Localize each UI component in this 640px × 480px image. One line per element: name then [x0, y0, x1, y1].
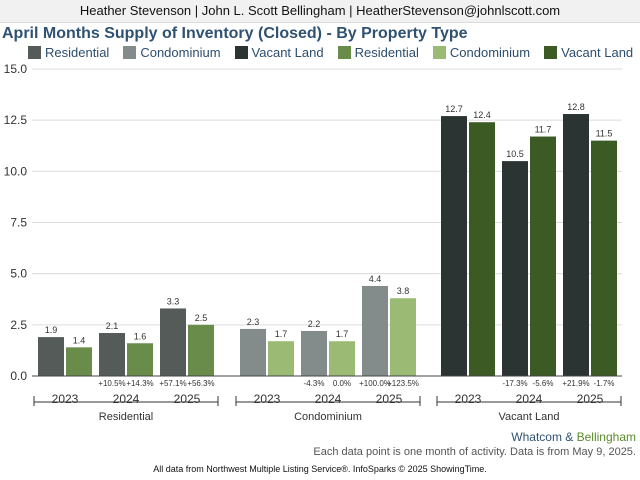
legend-label: Vacant Land [561, 45, 634, 60]
bar-value-label: 1.6 [134, 331, 147, 341]
y-tick-label: 0.0 [10, 369, 27, 383]
bar-value-label: 2.5 [195, 313, 208, 323]
data-source: All data from Northwest Multiple Listing… [153, 464, 487, 474]
year-label: 2025 [577, 392, 604, 406]
bar-residential-2024-b [127, 343, 153, 376]
group-label: Residential [99, 411, 153, 423]
bar-condominium-2024-a [301, 330, 327, 376]
bar-condominium-2025-a [362, 285, 388, 376]
change-label: -4.3% [304, 379, 325, 388]
legend-swatch [337, 46, 351, 59]
legend-swatch [123, 46, 137, 59]
bar-vacant-land-2025-b [591, 140, 617, 376]
legend-swatch [28, 46, 41, 59]
change-label: +21.9% [562, 379, 589, 388]
bar-value-label: 11.5 [596, 129, 613, 139]
bar-value-label: 1.7 [336, 329, 349, 339]
attribution-part1: Whatcom [511, 430, 562, 444]
change-label: +100.0% [359, 379, 391, 388]
bar-value-label: 1.4 [73, 335, 86, 345]
legend-label: Condominium [140, 45, 221, 60]
legend-item-condominium-light[interactable]: Condominium [432, 45, 531, 60]
y-tick-label: 15.0 [4, 62, 28, 76]
agent-contact-line: Heather Stevenson | John L. Scott Bellin… [79, 3, 561, 18]
chart-title: April Months Supply of Inventory (Closed… [2, 25, 468, 42]
year-label: 2023 [52, 392, 79, 406]
group-label: Vacant Land [499, 411, 560, 423]
bar-value-label: 12.8 [567, 102, 585, 112]
data-footnote: Each data point is one month of activity… [313, 446, 636, 458]
bar-value-label: 11.7 [535, 125, 552, 135]
bar-value-label: 2.1 [106, 321, 119, 331]
legend-label: Condominium [449, 45, 531, 60]
attribution-amp: & [561, 430, 577, 444]
legend-item-residential-dark[interactable]: Residential [28, 45, 109, 60]
bar-condominium-2024-b [329, 341, 355, 376]
bar-value-label: 12.4 [473, 110, 491, 120]
bar-vacant-land-2024-a [502, 161, 528, 376]
bar-value-label: 2.3 [247, 317, 260, 327]
change-label: 0.0% [333, 379, 351, 388]
legend-item-vacant-land-dark[interactable]: Vacant Land [234, 45, 324, 60]
change-label: +10.5% [98, 379, 125, 388]
legend-item-vacant-land-light[interactable]: Vacant Land [544, 45, 633, 60]
bar-chart: 0.0 2.5 5.0 7.5 10.0 12.5 15.0 1.9 1.4 2023 2.1 +10… [4, 62, 622, 423]
y-tick-label: 7.5 [10, 216, 27, 230]
report-header: Heather Stevenson | John L. Scott Bellin… [0, 0, 640, 23]
change-label: +56.3% [187, 379, 214, 388]
attribution-part2: Bellingham [576, 430, 636, 444]
bar-value-label: 4.4 [369, 274, 382, 284]
year-label: 2025 [376, 392, 403, 406]
legend-swatch [544, 46, 558, 59]
change-label: -1.7% [594, 379, 615, 388]
legend-label: Vacant Land [251, 45, 324, 60]
bar-condominium-2023-b [268, 341, 294, 376]
bar-condominium-2023-a [240, 328, 266, 376]
bar-vacant-land-2025-a [563, 114, 589, 376]
year-label: 2024 [516, 392, 543, 406]
bar-condominium-2025-b [390, 298, 416, 376]
bar-value-label: 10.5 [506, 149, 524, 159]
market-attribution: Whatcom & Bellingham [511, 430, 636, 444]
bar-value-label: 1.9 [45, 325, 58, 335]
change-label: +123.5% [387, 379, 419, 388]
bar-vacant-land-2023-b [469, 122, 495, 376]
legend-label: Residential [45, 45, 110, 60]
bar-residential-2025-b [188, 324, 214, 376]
change-label: +57.1% [159, 379, 186, 388]
legend-label: Residential [354, 45, 419, 60]
legend-swatch [432, 46, 446, 59]
change-label: -17.3% [502, 379, 527, 388]
bar-value-label: 3.8 [397, 286, 410, 296]
legend-item-condominium-dark[interactable]: Condominium [123, 45, 221, 60]
bar-residential-2025-a [160, 308, 186, 376]
y-tick-label: 5.0 [10, 267, 27, 281]
legend-swatch [234, 46, 248, 59]
bar-value-label: 12.7 [445, 104, 463, 114]
year-label: 2024 [315, 392, 342, 406]
year-label: 2023 [455, 392, 482, 406]
bar-residential-2024-a [99, 333, 125, 376]
chart-legend: Residential Condominium Vacant Land Residen… [28, 45, 640, 60]
bar-value-label: 1.7 [275, 329, 288, 339]
y-tick-label: 12.5 [4, 113, 28, 127]
group-label: Condominium [294, 411, 362, 423]
bar-value-label: 3.3 [167, 296, 180, 306]
bar-vacant-land-2023-a [441, 116, 467, 376]
bar-residential-2023-a [38, 337, 64, 376]
bar-residential-2023-b [66, 347, 92, 376]
year-label: 2024 [113, 392, 140, 406]
y-tick-label: 2.5 [10, 318, 27, 332]
bar-value-label: 2.2 [308, 319, 321, 329]
year-label: 2025 [174, 392, 201, 406]
change-label: -5.6% [533, 379, 554, 388]
change-label: +14.3% [126, 379, 153, 388]
legend-item-residential-light[interactable]: Residential [337, 45, 419, 60]
year-label: 2023 [254, 392, 281, 406]
y-tick-label: 10.0 [4, 164, 28, 178]
bar-vacant-land-2024-b [530, 136, 556, 376]
